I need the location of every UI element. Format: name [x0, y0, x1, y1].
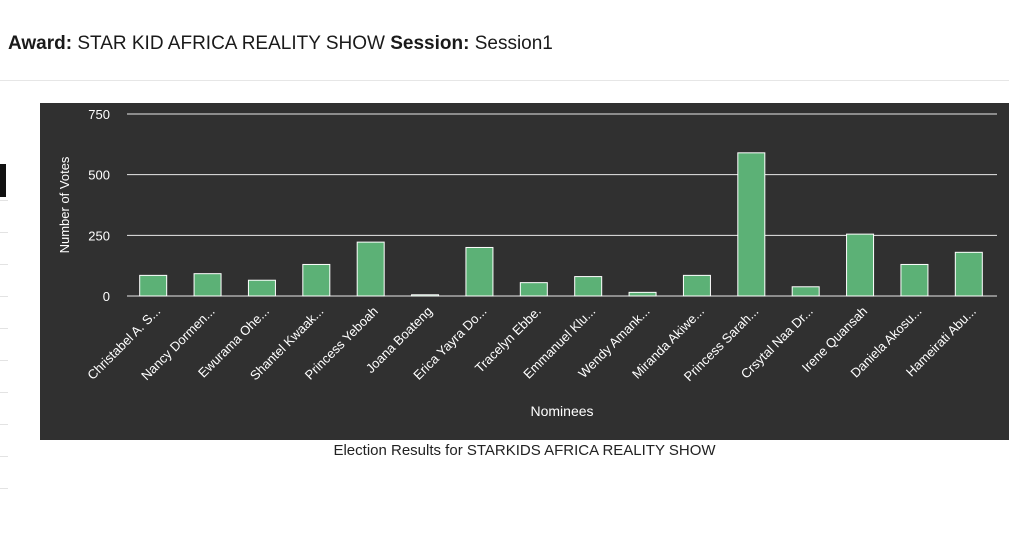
y-tick-label: 500 [88, 168, 110, 183]
bar[interactable] [302, 263, 331, 297]
table-row [0, 264, 8, 265]
bar[interactable] [628, 291, 657, 297]
left-table-edge [0, 160, 8, 533]
x-tick-labels: Christabel A. S...Nancy Dormen...Ewurama… [84, 304, 979, 385]
bar[interactable] [791, 286, 820, 297]
bar[interactable] [900, 263, 929, 297]
bar[interactable] [574, 276, 603, 297]
table-row [0, 200, 8, 201]
bar[interactable] [682, 274, 711, 297]
session-label: Session: [390, 33, 470, 54]
bar-layer [139, 152, 983, 297]
table-row [0, 456, 8, 457]
bar[interactable] [356, 241, 385, 297]
table-row [0, 424, 8, 425]
bar[interactable] [247, 279, 276, 297]
x-axis-label: Nominees [530, 403, 593, 419]
table-row [0, 488, 8, 489]
table-row [0, 392, 8, 393]
bar[interactable] [139, 274, 168, 297]
votes-chart-panel: 0 250 500 750 Christabel A. S... Nancy Dorme… [40, 103, 1009, 440]
bar[interactable] [954, 251, 983, 297]
bar[interactable] [465, 246, 494, 297]
y-tick-label: 0 [103, 289, 110, 304]
award-session-line: Award: STAR KID AFRICA REALITY SHOW Sess… [8, 33, 553, 55]
table-header-edge [0, 164, 6, 197]
table-row [0, 360, 8, 361]
votes-bar-chart: 0 250 500 750 Christabel A. S...Nancy Dorme… [57, 107, 997, 419]
bar[interactable] [411, 294, 440, 297]
bar[interactable] [519, 282, 548, 297]
session-value: Session1 [474, 33, 553, 54]
page-header: Award: STAR KID AFRICA REALITY SHOW Sess… [0, 0, 1009, 81]
table-row [0, 296, 8, 297]
table-row [0, 328, 8, 329]
bar[interactable] [737, 152, 766, 297]
y-tick-labels: 0 250 500 750 [88, 107, 110, 304]
chart-caption: Election Results for STARKIDS AFRICA REA… [333, 442, 716, 459]
y-axis-label: Number of Votes [57, 156, 72, 253]
y-tick-label: 250 [88, 228, 110, 243]
y-tick-label: 750 [88, 107, 110, 122]
award-label: Award: [8, 33, 73, 54]
bar[interactable] [846, 233, 875, 297]
bar[interactable] [193, 273, 222, 297]
table-row [0, 232, 8, 233]
award-value: STAR KID AFRICA REALITY SHOW [77, 33, 385, 54]
